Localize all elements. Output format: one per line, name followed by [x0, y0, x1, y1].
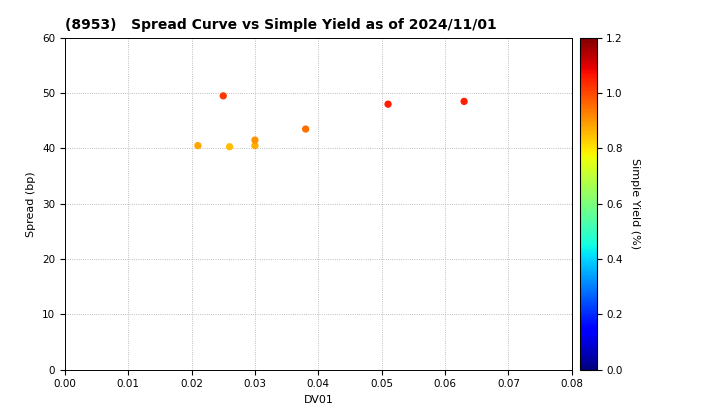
X-axis label: DV01: DV01 [303, 395, 333, 405]
Point [382, 101, 394, 108]
Point [224, 143, 235, 150]
Point [249, 137, 261, 144]
Y-axis label: Spread (bp): Spread (bp) [27, 171, 37, 236]
Point [249, 142, 261, 149]
Point [192, 142, 204, 149]
Point [217, 92, 229, 99]
Point [300, 126, 312, 132]
Y-axis label: Simple Yield (%): Simple Yield (%) [629, 158, 639, 249]
Point [459, 98, 470, 105]
Text: (8953)   Spread Curve vs Simple Yield as of 2024/11/01: (8953) Spread Curve vs Simple Yield as o… [65, 18, 497, 32]
